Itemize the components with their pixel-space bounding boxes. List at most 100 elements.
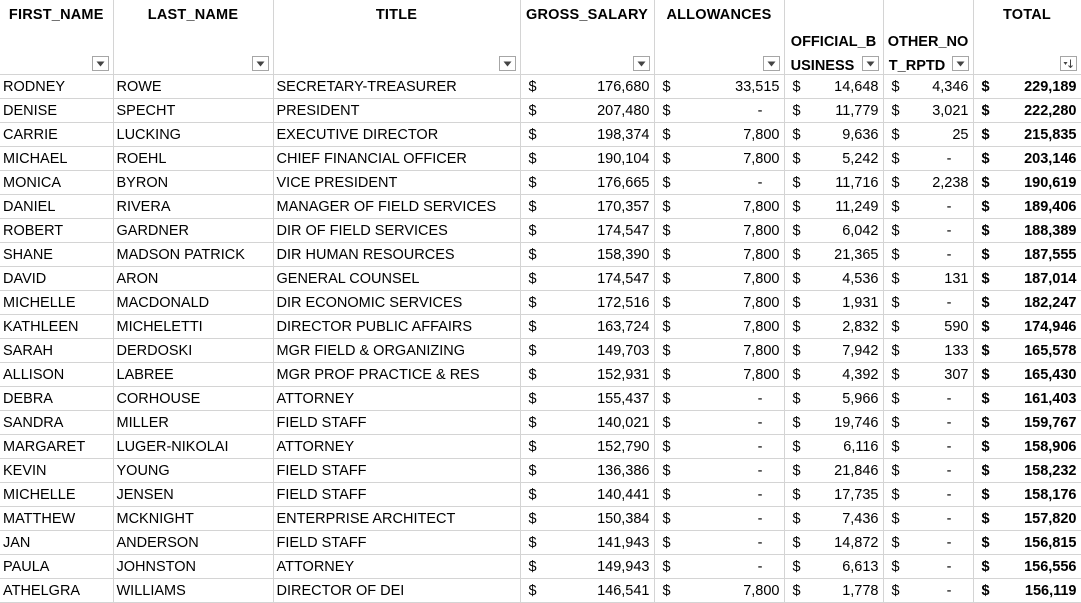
cell-other-not-rptd[interactable]: $ - [883,530,974,555]
cell-title[interactable]: DIR HUMAN RESOURCES [273,242,521,267]
cell-official-business[interactable]: $11,716 [784,170,884,195]
cell-first-name[interactable]: MATTHEW [0,506,114,531]
cell-gross-salary[interactable]: $170,357 [520,194,655,219]
cell-title[interactable]: MANAGER OF FIELD SERVICES [273,194,521,219]
cell-first-name[interactable]: MICHAEL [0,146,114,171]
cell-gross-salary[interactable]: $152,790 [520,434,655,459]
cell-gross-salary[interactable]: $176,665 [520,170,655,195]
cell-gross-salary[interactable]: $146,541 [520,578,655,603]
cell-other-not-rptd[interactable]: $307 [883,362,974,387]
filter-dropdown-other-not-rptd[interactable] [951,56,969,71]
cell-allowances[interactable]: $7,800 [654,218,785,243]
cell-gross-salary[interactable]: $163,724 [520,314,655,339]
cell-other-not-rptd[interactable]: $2,238 [883,170,974,195]
cell-title[interactable]: FIELD STAFF [273,482,521,507]
cell-other-not-rptd[interactable]: $ - [883,386,974,411]
cell-last-name[interactable]: MICHELETTI [113,314,274,339]
cell-total[interactable]: $156,119 [973,578,1081,603]
cell-last-name[interactable]: RIVERA [113,194,274,219]
cell-other-not-rptd[interactable]: $ - [883,218,974,243]
cell-last-name[interactable]: ROWE [113,74,274,99]
cell-first-name[interactable]: KEVIN [0,458,114,483]
cell-total[interactable]: $165,578 [973,338,1081,363]
cell-allowances[interactable]: $7,800 [654,266,785,291]
cell-other-not-rptd[interactable]: $590 [883,314,974,339]
cell-official-business[interactable]: $21,365 [784,242,884,267]
cell-total[interactable]: $174,946 [973,314,1081,339]
cell-last-name[interactable]: MADSON PATRICK [113,242,274,267]
cell-first-name[interactable]: MICHELLE [0,482,114,507]
cell-first-name[interactable]: ATHELGRA [0,578,114,603]
cell-other-not-rptd[interactable]: $ - [883,410,974,435]
cell-gross-salary[interactable]: $140,021 [520,410,655,435]
cell-allowances[interactable]: $7,800 [654,362,785,387]
cell-title[interactable]: DIRECTOR OF DEI [273,578,521,603]
cell-other-not-rptd[interactable]: $133 [883,338,974,363]
cell-title[interactable]: SECRETARY-TREASURER [273,74,521,99]
cell-official-business[interactable]: $6,042 [784,218,884,243]
cell-gross-salary[interactable]: $174,547 [520,218,655,243]
cell-title[interactable]: ATTORNEY [273,386,521,411]
cell-official-business[interactable]: $1,931 [784,290,884,315]
cell-other-not-rptd[interactable]: $ - [883,578,974,603]
cell-official-business[interactable]: $5,966 [784,386,884,411]
cell-gross-salary[interactable]: $172,516 [520,290,655,315]
cell-official-business[interactable]: $2,832 [784,314,884,339]
cell-first-name[interactable]: KATHLEEN [0,314,114,339]
cell-first-name[interactable]: SANDRA [0,410,114,435]
cell-allowances[interactable]: $7,800 [654,122,785,147]
cell-allowances[interactable]: $ - [654,434,785,459]
cell-gross-salary[interactable]: $176,680 [520,74,655,99]
cell-gross-salary[interactable]: $198,374 [520,122,655,147]
cell-total[interactable]: $190,619 [973,170,1081,195]
cell-total[interactable]: $165,430 [973,362,1081,387]
filter-dropdown-title[interactable] [498,56,516,71]
filter-dropdown-allowances[interactable] [762,56,780,71]
cell-allowances[interactable]: $ - [654,98,785,123]
cell-allowances[interactable]: $ - [654,458,785,483]
cell-last-name[interactable]: LUCKING [113,122,274,147]
cell-last-name[interactable]: WILLIAMS [113,578,274,603]
cell-total[interactable]: $222,280 [973,98,1081,123]
cell-gross-salary[interactable]: $149,943 [520,554,655,579]
cell-official-business[interactable]: $7,942 [784,338,884,363]
cell-allowances[interactable]: $33,515 [654,74,785,99]
cell-official-business[interactable]: $4,536 [784,266,884,291]
cell-title[interactable]: PRESIDENT [273,98,521,123]
cell-title[interactable]: MGR FIELD & ORGANIZING [273,338,521,363]
cell-allowances[interactable]: $7,800 [654,194,785,219]
cell-title[interactable]: FIELD STAFF [273,458,521,483]
filter-dropdown-first-name[interactable] [91,56,109,71]
cell-total[interactable]: $187,555 [973,242,1081,267]
cell-official-business[interactable]: $5,242 [784,146,884,171]
cell-other-not-rptd[interactable]: $ - [883,194,974,219]
cell-gross-salary[interactable]: $136,386 [520,458,655,483]
cell-allowances[interactable]: $ - [654,410,785,435]
cell-title[interactable]: DIRECTOR PUBLIC AFFAIRS [273,314,521,339]
cell-official-business[interactable]: $6,613 [784,554,884,579]
cell-last-name[interactable]: JOHNSTON [113,554,274,579]
cell-official-business[interactable]: $14,648 [784,74,884,99]
cell-gross-salary[interactable]: $149,703 [520,338,655,363]
cell-first-name[interactable]: RODNEY [0,74,114,99]
cell-last-name[interactable]: LUGER-NIKOLAI [113,434,274,459]
cell-title[interactable]: MGR PROF PRACTICE & RES [273,362,521,387]
cell-official-business[interactable]: $7,436 [784,506,884,531]
cell-other-not-rptd[interactable]: $ - [883,242,974,267]
cell-allowances[interactable]: $ - [654,170,785,195]
cell-allowances[interactable]: $ - [654,386,785,411]
cell-gross-salary[interactable]: $150,384 [520,506,655,531]
cell-title[interactable]: DIR ECONOMIC SERVICES [273,290,521,315]
cell-official-business[interactable]: $11,249 [784,194,884,219]
cell-other-not-rptd[interactable]: $ - [883,434,974,459]
cell-other-not-rptd[interactable]: $ - [883,290,974,315]
cell-total[interactable]: $182,247 [973,290,1081,315]
cell-first-name[interactable]: PAULA [0,554,114,579]
cell-other-not-rptd[interactable]: $25 [883,122,974,147]
cell-official-business[interactable]: $14,872 [784,530,884,555]
cell-total[interactable]: $158,232 [973,458,1081,483]
cell-other-not-rptd[interactable]: $ - [883,554,974,579]
cell-allowances[interactable]: $7,800 [654,314,785,339]
cell-allowances[interactable]: $ - [654,482,785,507]
cell-allowances[interactable]: $7,800 [654,146,785,171]
